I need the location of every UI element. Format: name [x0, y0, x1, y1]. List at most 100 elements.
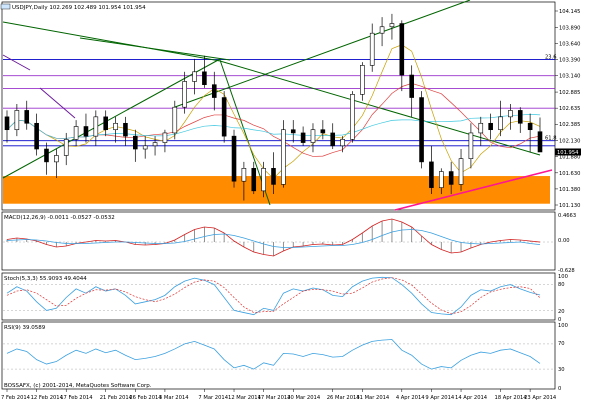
date-tick-label: 18 Apr 2014 [495, 395, 528, 401]
date-tick-label: 17 Mar 2014 [258, 395, 292, 401]
candle-down [290, 129, 296, 134]
candle-down [330, 132, 336, 147]
macd-layer [3, 218, 555, 257]
stoch-axis-20: 20 [558, 309, 565, 315]
candle-up [261, 168, 266, 192]
copyright-text: BOSSAFX, (c) 2001-2014, MetaQuotes Softw… [4, 383, 152, 389]
candle-up [310, 129, 316, 143]
price-tick-label: 103.890 [559, 25, 580, 31]
channel-line [39, 87, 76, 119]
candle-up [438, 171, 444, 188]
trend-line [2, 21, 221, 62]
candle-up [360, 65, 365, 95]
price-tick-label: 103.390 [559, 58, 580, 64]
date-tick-label: 7 Feb 2014 [1, 395, 31, 401]
candle-up [172, 106, 178, 134]
date-tick-label: 3 Mar 2014 [159, 395, 189, 401]
candle-down [24, 110, 30, 124]
trend-line [219, 60, 541, 156]
macd-axis-bottom: -0.628 [558, 268, 575, 274]
candle-up [241, 168, 247, 182]
candle-up [498, 116, 503, 131]
date-tick-label: 7 Mar 2014 [198, 395, 228, 401]
candle-up [73, 126, 79, 140]
candle-down [419, 97, 424, 163]
candle-down [44, 148, 49, 163]
price-tick-label: 101.630 [559, 171, 580, 177]
stoch-axis-0: 0 [558, 317, 561, 323]
channel-line [2, 54, 31, 71]
trend-line [79, 37, 231, 61]
price-tick-label: 102.635 [559, 106, 580, 112]
current-price-badge [555, 148, 581, 156]
macd-signal-line [6, 229, 541, 248]
candle-up [182, 81, 187, 108]
candle-down [221, 97, 227, 137]
candle-down [488, 122, 493, 131]
date-tick-label: 14 Apr 2014 [455, 395, 488, 401]
date-tick-label: 4 Apr 2014 [396, 395, 425, 401]
stoch-pane[interactable] [1, 272, 556, 321]
date-tick-label: 23 Apr 2014 [524, 395, 557, 401]
candle-down [527, 122, 533, 131]
candle-down [517, 110, 523, 124]
price-tick-label: 101.880 [559, 155, 580, 161]
current-price-label: 101.954 [557, 150, 579, 156]
candle-down [83, 126, 89, 137]
price-tick-label: 103.640 [559, 41, 580, 47]
date-tick-label: 20 Mar 2014 [287, 395, 321, 401]
candle-up [152, 142, 158, 147]
candle-down [429, 161, 434, 188]
price-tick-label: 101.380 [559, 187, 580, 193]
candle-up [281, 129, 286, 185]
candle-down [409, 74, 414, 98]
rsi-axis-0: 0 [558, 386, 561, 392]
rsi-pane[interactable] [1, 321, 556, 390]
macd-axis-zero: 0.00 [558, 238, 570, 244]
price-tick-label: 103.140 [559, 74, 580, 80]
candle-up [508, 110, 513, 118]
price-tick-label: 104.145 [559, 9, 580, 15]
trend-line [174, 0, 471, 108]
rsi-axis-100: 100 [558, 323, 568, 329]
chart-collapse-button[interactable] [0, 3, 11, 10]
candle-up [54, 155, 59, 163]
candle-down [251, 168, 257, 192]
rsi-header: RSI(9) 39.0589 [4, 325, 46, 331]
stoch-signal-line [6, 277, 541, 315]
rising-support-line [394, 169, 553, 211]
candle-up [468, 132, 474, 159]
candle-down [133, 135, 138, 150]
date-tick-label: 12 Mar 2014 [228, 395, 262, 401]
rsi-axis-70: 70 [558, 341, 565, 347]
price-tick-label: 101.130 [559, 203, 580, 209]
date-tick-label: 26 Feb 2014 [129, 395, 162, 401]
date-tick-label: 12 Feb 2014 [31, 395, 64, 401]
candle-up [389, 23, 395, 28]
candle-down [211, 84, 217, 98]
candle-up [162, 132, 168, 143]
candle-up [113, 122, 118, 131]
rsi-axis-30: 30 [558, 367, 565, 373]
price-layer: 23.6 61.8 [2, 0, 557, 211]
fib-level-tag: 61.8 [545, 136, 557, 142]
candle-down [300, 132, 306, 143]
candle-up [192, 71, 197, 82]
macd-axis-top: 0.4663 [558, 213, 576, 219]
stoch-main-line [6, 276, 541, 316]
rsi-line [6, 339, 541, 370]
candle-down [103, 116, 109, 131]
candle-up [458, 158, 464, 185]
candle-up [142, 145, 148, 150]
candle-down [448, 171, 454, 185]
date-tick-label: 17 Feb 2014 [60, 395, 93, 401]
support-zone [3, 176, 550, 204]
candle-up [379, 26, 385, 34]
date-tick-label: 9 Apr 2014 [425, 395, 454, 401]
date-tick-label: 31 Mar 2014 [356, 395, 390, 401]
fib-level-tag: 23.6 [545, 55, 557, 61]
date-tick-label: 21 Feb 2014 [100, 395, 133, 401]
candle-down [202, 71, 207, 85]
candle-down [537, 131, 543, 153]
